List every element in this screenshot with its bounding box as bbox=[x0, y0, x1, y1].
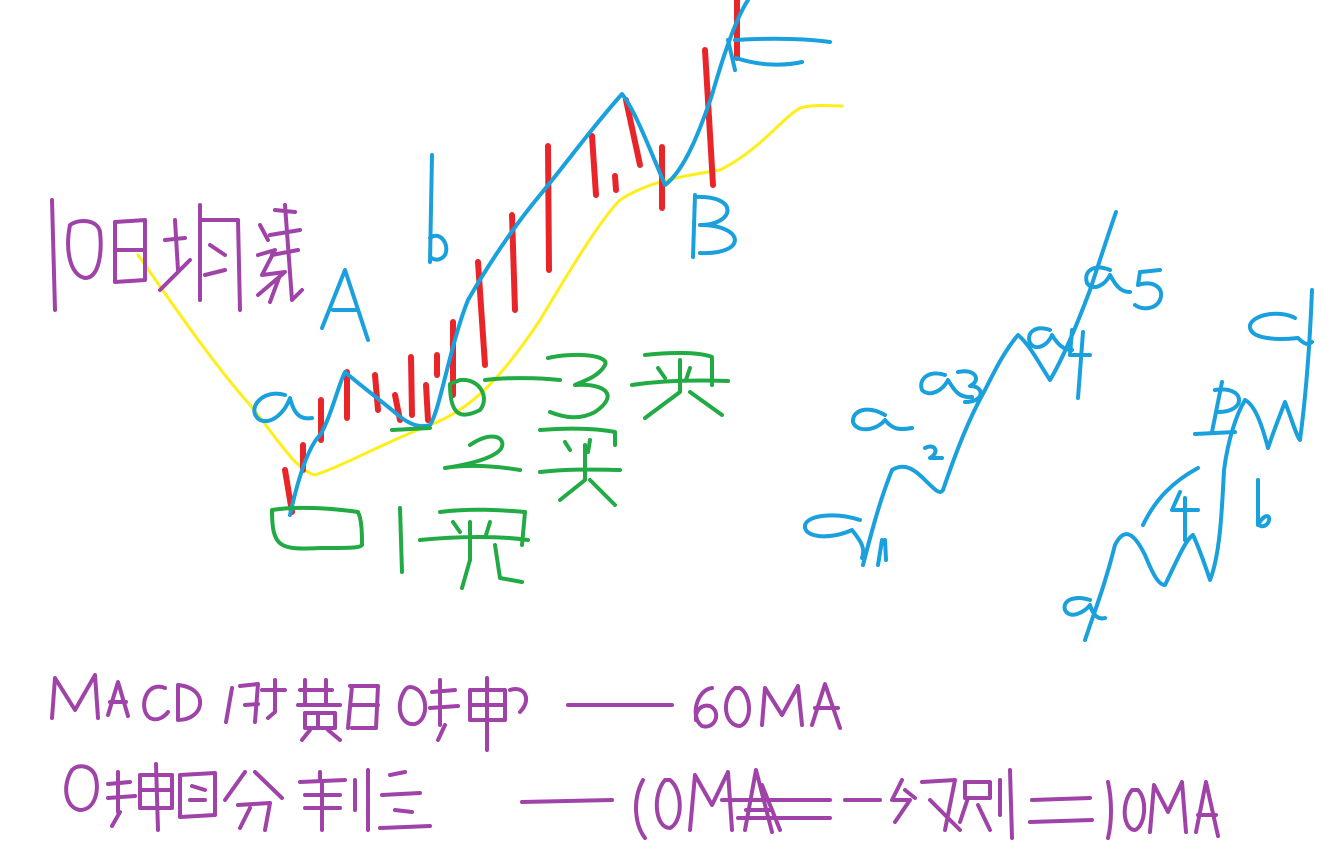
a1-text: a1 bbox=[830, 529, 832, 531]
label-A-shape bbox=[320, 268, 370, 342]
title-jun bbox=[158, 203, 242, 312]
note1-C bbox=[142, 684, 170, 722]
red-candles bbox=[282, 0, 740, 515]
note1-de bbox=[224, 678, 287, 724]
buy1-box bbox=[270, 505, 364, 551]
right-structure-2 bbox=[1062, 288, 1314, 642]
buy3-char bbox=[630, 350, 730, 420]
label-b-shape bbox=[428, 153, 449, 264]
note1-D bbox=[176, 683, 203, 722]
candle bbox=[372, 372, 381, 413]
candle bbox=[612, 173, 619, 193]
candle bbox=[408, 354, 415, 418]
a-mark bbox=[1062, 596, 1107, 621]
title-zero bbox=[66, 218, 103, 280]
blue-trend-line bbox=[288, 0, 750, 517]
buy2-char bbox=[538, 426, 622, 507]
note2-bie bbox=[958, 768, 1014, 840]
blue-labels bbox=[252, 153, 737, 424]
buy1-char bbox=[418, 507, 530, 590]
note-line-1 bbox=[50, 673, 842, 752]
label-a-shape bbox=[252, 391, 314, 424]
note2-zero bbox=[64, 764, 99, 812]
label-B-shape bbox=[691, 193, 737, 259]
note2-mid-text: 10MA bbox=[640, 798, 643, 801]
note1-zero bbox=[397, 685, 428, 727]
buy1-one bbox=[398, 506, 404, 574]
candle bbox=[423, 382, 431, 423]
c-text: c bbox=[1280, 329, 1281, 331]
title-xian bbox=[256, 203, 304, 304]
blue-B-tail bbox=[726, 36, 832, 72]
buy3-box bbox=[448, 377, 486, 417]
a2-text: a2 bbox=[870, 424, 872, 426]
note2-ji bbox=[890, 778, 962, 832]
green-annotations bbox=[270, 350, 730, 590]
six-mark bbox=[1256, 478, 1272, 529]
a5-text: a5 bbox=[1110, 289, 1112, 291]
note2-fen bbox=[223, 770, 284, 832]
a4-mark bbox=[1027, 326, 1092, 400]
six-text: 6 bbox=[1260, 514, 1261, 516]
note2-one-b bbox=[1106, 780, 1113, 840]
text-layer: 10日均线 A a b B 1买 2买 3买 a5 a4 a3 a2 a1 c … bbox=[55, 229, 1281, 801]
note1-left-text: MACD的黄白0轴 bbox=[60, 708, 68, 711]
note2-ge bbox=[298, 768, 370, 832]
c-mark bbox=[1248, 311, 1314, 346]
buy2-two bbox=[443, 434, 522, 472]
buy2-text: 2买 bbox=[480, 463, 482, 466]
a1-mark bbox=[803, 513, 866, 560]
candle bbox=[589, 133, 599, 198]
note1-A bbox=[106, 680, 130, 718]
buy3-three bbox=[546, 352, 610, 420]
a5-mark bbox=[1084, 265, 1164, 311]
note2-dash1 bbox=[520, 798, 614, 804]
note2-MA2 bbox=[1148, 780, 1220, 838]
note2-MA bbox=[688, 768, 774, 834]
note1-zero2 bbox=[724, 686, 751, 728]
buy3-dash bbox=[483, 376, 562, 382]
point-b-text: b bbox=[432, 249, 433, 251]
four-mark bbox=[1141, 466, 1200, 542]
four-text: 4 bbox=[1180, 519, 1181, 521]
note1-zhou bbox=[428, 676, 507, 752]
candle bbox=[702, 47, 716, 188]
point-B-text: B bbox=[710, 229, 711, 231]
note1-six bbox=[693, 686, 719, 729]
note-line-2 bbox=[64, 762, 1220, 840]
b-mark bbox=[1193, 380, 1241, 436]
note2-one bbox=[634, 778, 647, 840]
note2-tu bbox=[178, 771, 217, 819]
candle bbox=[545, 143, 552, 273]
a3-mark bbox=[919, 369, 983, 404]
note2-strike bbox=[720, 783, 832, 832]
note2-zero-c bbox=[1122, 788, 1147, 832]
ma10-yellow-line bbox=[136, 104, 844, 477]
title-one bbox=[50, 198, 57, 312]
note1-M bbox=[50, 673, 100, 720]
note1-bai bbox=[346, 684, 380, 730]
right-structure-1 bbox=[803, 210, 1164, 567]
wave-path-1b bbox=[876, 538, 888, 567]
ma-title bbox=[50, 198, 304, 312]
a4-text: a4 bbox=[1050, 344, 1052, 346]
note2-extra bbox=[378, 770, 432, 830]
buy3-text: 3买 bbox=[580, 393, 582, 396]
note1-extra bbox=[508, 687, 529, 714]
candle bbox=[623, 97, 643, 168]
title-ri bbox=[113, 218, 147, 284]
note1-huang bbox=[296, 678, 342, 742]
wave-path-1 bbox=[861, 210, 1118, 567]
a2-mark bbox=[851, 407, 944, 460]
wave-path-2 bbox=[1083, 288, 1314, 642]
note2-eq bbox=[1028, 796, 1094, 824]
ma-title-text: 10日均线 bbox=[55, 258, 59, 261]
note2-zhou bbox=[106, 762, 174, 832]
point-a-text: a bbox=[270, 409, 271, 411]
note2-zero-b bbox=[654, 778, 682, 830]
note1-MA bbox=[760, 682, 842, 730]
note2-left-text: 0轴图分割 bbox=[70, 798, 75, 801]
buy2-dash bbox=[390, 426, 432, 432]
